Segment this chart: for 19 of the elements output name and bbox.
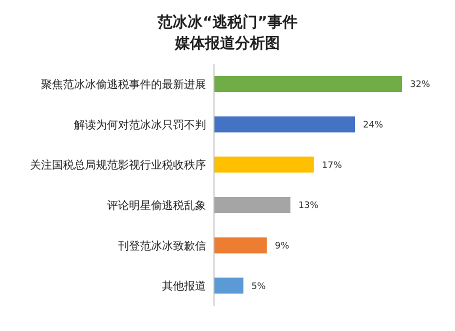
bar xyxy=(214,76,402,92)
y-tick-label: 其他报道 xyxy=(162,280,206,293)
y-tick-label: 聚焦范冰冰偷逃税事件的最新进展 xyxy=(41,78,206,92)
y-tick-label: 评论明星偷逃税乱象 xyxy=(107,199,206,212)
y-tick-label: 刊登范冰冰致歉信 xyxy=(118,239,206,252)
data-label: 9% xyxy=(274,241,290,252)
data-label: 32% xyxy=(410,80,430,90)
bar xyxy=(214,156,314,173)
data-label: 17% xyxy=(322,160,342,171)
data-label: 24% xyxy=(363,120,384,130)
bar xyxy=(214,278,244,294)
data-label: 5% xyxy=(251,282,266,292)
chart-title: 范冰冰“逃税门”事件媒体报道分析图 xyxy=(156,12,298,54)
bar xyxy=(214,197,290,213)
data-label: 13% xyxy=(298,201,319,212)
y-tick-label: 解读为何对范冰冰只罚不判 xyxy=(74,118,206,132)
bar xyxy=(214,116,355,132)
y-tick-label: 关注国税总局规范影视行业税收秩序 xyxy=(30,158,206,172)
bar xyxy=(214,237,267,254)
